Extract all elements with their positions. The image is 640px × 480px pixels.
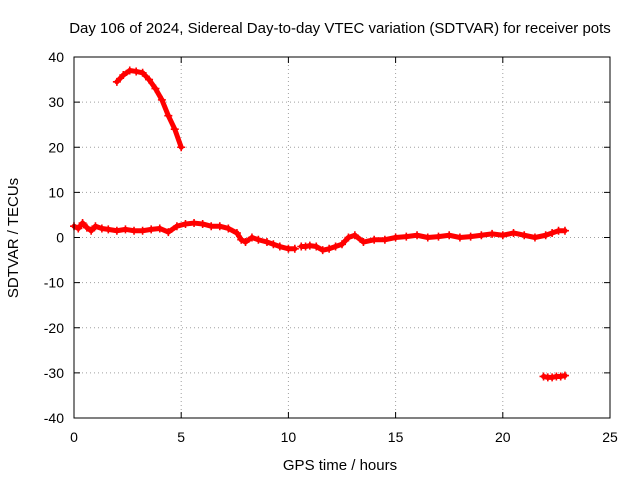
y-tick-label: 40 <box>48 49 64 65</box>
data-point <box>560 226 569 235</box>
x-tick-label: 10 <box>281 429 297 445</box>
x-axis-label: GPS time / hours <box>283 457 397 474</box>
grid <box>74 57 610 418</box>
data-points <box>70 66 569 382</box>
y-tick-label: -30 <box>44 365 64 381</box>
y-tick-label: -40 <box>44 410 64 426</box>
series-pots-arc-4 <box>539 371 569 382</box>
y-tick-label: -20 <box>44 320 64 336</box>
x-tick-label: 25 <box>602 429 618 445</box>
y-tick-label: 20 <box>48 139 64 155</box>
data-point-trail <box>159 97 171 119</box>
axis-ticks <box>73 56 611 419</box>
data-point <box>560 371 569 380</box>
y-tick-label: -10 <box>44 275 64 291</box>
x-tick-label: 0 <box>70 429 78 445</box>
series-pots-arc-3 <box>297 226 569 255</box>
y-tick-label: 30 <box>48 94 64 110</box>
y-axis-label: SDTVAR / TECUs <box>5 178 22 298</box>
x-tick-label: 20 <box>495 429 511 445</box>
y-tick-label: 0 <box>56 230 64 246</box>
x-tick-label: 5 <box>177 429 185 445</box>
chart-title: Day 106 of 2024, Sidereal Day-to-day VTE… <box>69 20 611 37</box>
tick-labels: 0 5 10 15 20 25 -40 -30 -20 -10 0 10 20 30 40 <box>44 49 618 445</box>
data-point <box>177 143 186 152</box>
data-point <box>290 244 299 253</box>
x-tick-label: 15 <box>388 429 404 445</box>
series-pots-arc-2 <box>70 219 299 253</box>
data-point-trail <box>172 126 184 150</box>
series-pots-arc-1 <box>112 66 186 152</box>
y-tick-label: 10 <box>48 184 64 200</box>
